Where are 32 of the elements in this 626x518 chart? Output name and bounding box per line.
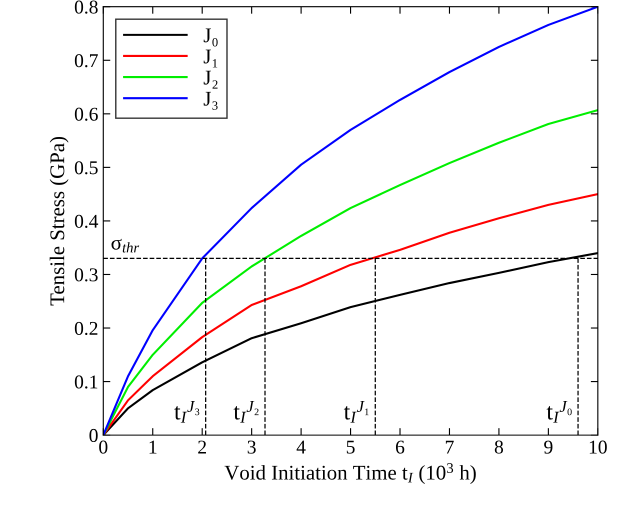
y-tick-label: 0.2 bbox=[74, 322, 98, 336]
y-tick-label: 0.3 bbox=[74, 268, 98, 282]
y-tick-label: 0.1 bbox=[74, 375, 98, 389]
legend-label: J₁ bbox=[204, 50, 218, 68]
line-series bbox=[103, 6, 598, 436]
x-tick-label: 3 bbox=[248, 440, 256, 454]
y-tick-label: 0.8 bbox=[74, 0, 98, 14]
ref-line-label: t$_{I}$$^{J₁}$ bbox=[344, 400, 369, 423]
y-tick-label: 0 bbox=[89, 428, 98, 442]
y-tick-label: 0.6 bbox=[74, 108, 98, 121]
x-tick-label: 7 bbox=[446, 440, 454, 454]
x-tick-label: 1 bbox=[150, 440, 156, 454]
legend-label: J₀ bbox=[204, 28, 218, 46]
x-tick-label: 4 bbox=[296, 440, 306, 454]
x-tick-label: 10 bbox=[590, 440, 607, 454]
x-tick-label: 5 bbox=[346, 440, 355, 454]
x-tick-label: 8 bbox=[494, 440, 504, 454]
y-tick-label: 0.4 bbox=[74, 214, 98, 228]
legend-label: J₃ bbox=[204, 92, 218, 110]
y-tick-label: 0.7 bbox=[74, 54, 98, 68]
ref-line-label: σ$_{thr}$ bbox=[112, 238, 140, 253]
x-tick-label: 0 bbox=[99, 440, 108, 454]
ref-line-label: t$_{I}$$^{J₂}$ bbox=[234, 400, 259, 423]
y-tick-label: 0.5 bbox=[74, 161, 98, 174]
ref-line-label: t$_{I}$$^{J₃}$ bbox=[174, 400, 200, 423]
x-tick-label: 2 bbox=[198, 440, 206, 454]
legend-label: J₂ bbox=[204, 70, 218, 89]
x-tick-label: 6 bbox=[396, 440, 404, 454]
x-tick-label: 9 bbox=[544, 440, 552, 454]
y-axis-title: Tensile Stress (GPa) bbox=[50, 136, 69, 306]
ref-line-label: t$_{I}$$^{J₀}$ bbox=[546, 400, 572, 423]
x-axis-title: Void Initiation Time t$_{I}$ (10$^{3}$ h) bbox=[224, 463, 476, 484]
